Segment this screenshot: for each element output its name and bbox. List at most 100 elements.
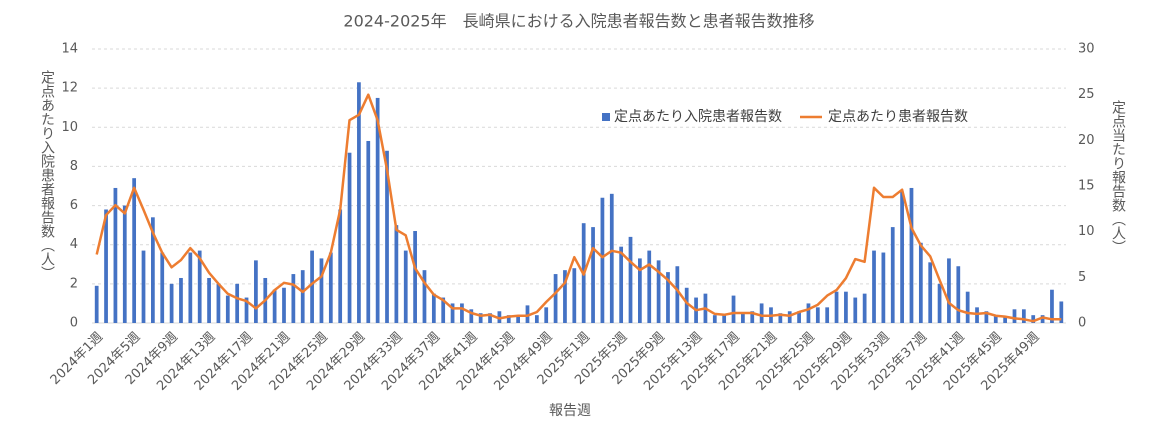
bar xyxy=(619,246,624,323)
y2-tick-label: 30 xyxy=(1078,42,1095,57)
bar xyxy=(403,250,408,323)
bar xyxy=(918,242,923,323)
bar xyxy=(272,289,277,323)
y2-tick-label: 25 xyxy=(1078,87,1095,102)
bar xyxy=(778,313,783,323)
bar xyxy=(328,252,333,323)
bar xyxy=(834,291,839,323)
bar xyxy=(741,313,745,323)
bar xyxy=(282,287,286,323)
legend-label: 定点あたり患者報告数 xyxy=(828,109,968,125)
bar xyxy=(300,270,305,323)
legend-label: 定点あたり入院患者報告数 xyxy=(614,109,782,125)
bar xyxy=(122,205,127,323)
y-axis-title: 定点あたり入院患者報告数（人） xyxy=(39,70,55,280)
y-tick-label: 8 xyxy=(70,159,78,174)
bar xyxy=(254,260,258,323)
bar xyxy=(750,311,755,323)
bar xyxy=(469,309,474,323)
bar xyxy=(656,260,661,323)
bar xyxy=(563,270,567,323)
bar xyxy=(675,266,680,323)
bar xyxy=(141,250,146,323)
bar xyxy=(422,270,427,323)
bar xyxy=(937,283,942,323)
bar xyxy=(525,305,530,323)
bar xyxy=(197,250,202,323)
bar xyxy=(431,293,436,323)
bar xyxy=(947,258,951,323)
chart-title: 2024-2025年 長崎県における入院患者報告数と患者報告数推移 xyxy=(343,12,814,31)
bar xyxy=(881,252,886,323)
bar xyxy=(347,152,352,323)
bar xyxy=(862,293,867,323)
bar xyxy=(235,283,240,323)
bar xyxy=(984,311,989,323)
bar xyxy=(684,287,689,323)
bar xyxy=(787,311,792,323)
bar xyxy=(104,209,108,323)
bar xyxy=(151,217,155,323)
bar xyxy=(638,258,642,323)
bar xyxy=(844,291,848,323)
bar xyxy=(338,209,343,323)
bar xyxy=(1050,289,1054,323)
bar xyxy=(647,250,652,323)
bar xyxy=(1021,309,1026,323)
bar xyxy=(544,307,549,323)
bar xyxy=(731,295,736,323)
y-tick-label: 10 xyxy=(61,120,78,135)
bar xyxy=(956,266,961,323)
bar xyxy=(815,307,820,323)
bar xyxy=(375,97,380,323)
bar xyxy=(909,187,914,323)
bar xyxy=(506,315,511,323)
bar xyxy=(394,225,399,323)
y-tick-label: 2 xyxy=(70,276,78,291)
y2-tick-label: 20 xyxy=(1078,133,1095,148)
bar xyxy=(872,250,876,323)
bar xyxy=(310,250,314,323)
bar xyxy=(666,272,670,323)
bar xyxy=(712,315,717,323)
bar xyxy=(244,297,249,323)
bar xyxy=(806,303,811,323)
bar xyxy=(900,191,904,323)
y2-tick-label: 5 xyxy=(1078,270,1086,285)
bar xyxy=(553,274,558,323)
bar xyxy=(516,315,520,323)
y2-tick-label: 0 xyxy=(1078,316,1086,331)
bar xyxy=(132,178,137,323)
bar xyxy=(825,307,830,323)
bar xyxy=(722,315,727,323)
bar xyxy=(1059,301,1064,323)
bar xyxy=(460,303,464,323)
bar xyxy=(993,315,998,323)
y-tick-label: 14 xyxy=(61,42,78,57)
bar xyxy=(572,268,577,323)
bar xyxy=(853,297,858,323)
bar xyxy=(975,307,979,323)
x-axis-title: 報告週 xyxy=(549,403,591,419)
bar xyxy=(113,187,118,323)
bar xyxy=(188,252,193,323)
bar xyxy=(1040,315,1045,323)
y2-tick-label: 15 xyxy=(1078,179,1095,194)
bar xyxy=(413,231,417,323)
bar xyxy=(450,303,455,323)
bar xyxy=(591,227,595,323)
bar xyxy=(357,82,361,324)
bar xyxy=(628,236,633,323)
bar xyxy=(965,291,970,323)
bar xyxy=(478,313,483,323)
bar xyxy=(216,283,221,323)
bar xyxy=(600,197,605,323)
bar xyxy=(1003,317,1007,323)
bar xyxy=(534,315,539,323)
bar xyxy=(928,262,933,323)
bar xyxy=(291,274,296,323)
bar xyxy=(1012,309,1017,323)
y2-tick-label: 10 xyxy=(1078,224,1095,239)
bar xyxy=(207,277,211,323)
